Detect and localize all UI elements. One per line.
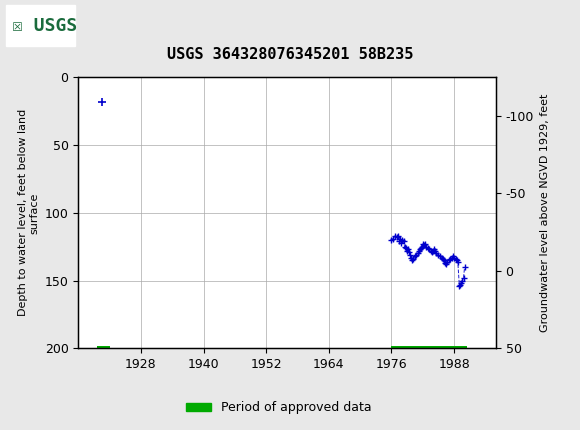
Legend: Period of approved data: Period of approved data	[180, 396, 376, 419]
Text: USGS 364328076345201 58B235: USGS 364328076345201 58B235	[167, 47, 413, 62]
Y-axis label: Depth to water level, feet below land
surface: Depth to water level, feet below land su…	[17, 109, 39, 316]
FancyBboxPatch shape	[6, 5, 75, 46]
Text: ☒ USGS: ☒ USGS	[12, 17, 77, 35]
Y-axis label: Groundwater level above NGVD 1929, feet: Groundwater level above NGVD 1929, feet	[539, 94, 550, 332]
Bar	[96, 346, 110, 351]
Bar	[392, 346, 467, 351]
